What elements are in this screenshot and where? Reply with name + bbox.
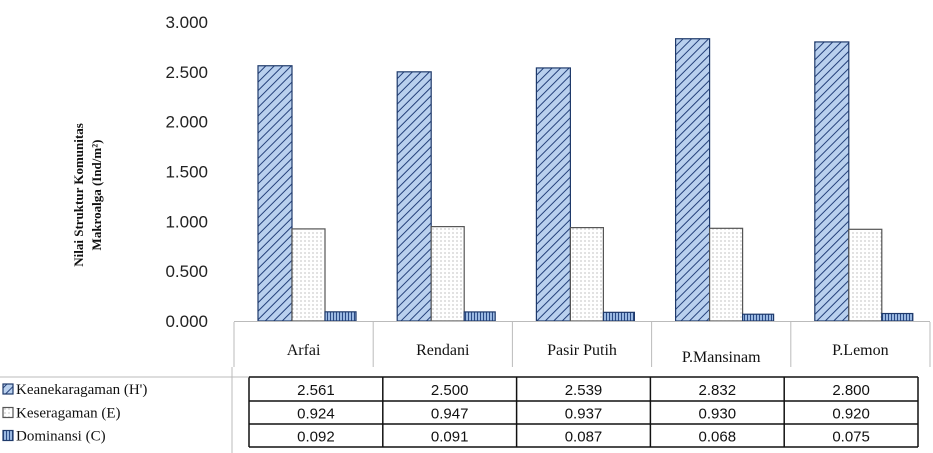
bar-keseragaman [708,227,744,322]
bar-keseragaman [848,228,883,322]
table-cell-value: 0.068 [699,429,737,446]
table-cell-value: 2.561 [297,382,335,399]
bar-dominansi [881,312,914,322]
y-tick-label: 1.000 [165,212,208,231]
legend-swatch [2,383,14,395]
data-table: Keanekaragaman (H') 2.561 2.500 2.539 2.832 2… [0,367,919,453]
table-cell-value: 2.800 [832,382,870,399]
bar-keanekaragaman [814,41,850,322]
y-tick-label: 0.500 [165,262,208,281]
table-cell-value: 0.075 [832,429,870,446]
category-label: Pasir Putih [547,342,617,359]
y-tick-label: 1.500 [165,163,208,182]
bar-dominansi [324,311,357,322]
table-cell-value: 0.937 [565,406,603,423]
table-cell-value: 0.091 [431,429,469,446]
bar-dominansi [741,313,775,322]
bar-keanekaragaman [257,65,293,322]
category-axis: Arfai Rendani Pasir Putih P.Mansinam P.Lemon [233,322,931,367]
y-tick-label: 2.000 [165,113,208,132]
bar-keanekaragaman [535,67,572,322]
y-tick-label: 3.000 [165,13,208,32]
table-cell-value: 2.832 [699,382,737,399]
y-tick-label: 2.500 [165,63,208,82]
bar-dominansi [602,311,636,322]
bar-keanekaragaman [396,71,432,322]
category-label: Arfai [287,342,321,359]
legend-label: Dominansi (C) [16,429,106,445]
table-cell-value: 0.920 [832,406,870,423]
category-label: P.Mansinam [682,349,761,366]
legend-swatch [2,406,14,419]
legend-label: Keanekaragaman (H') [16,382,147,398]
bar-keseragaman [569,227,605,322]
bar-keanekaragaman [674,38,711,322]
plot-area [234,38,930,322]
table-cell-value: 0.930 [699,406,737,423]
bar-keseragaman [291,228,326,322]
bar-dominansi [463,311,496,322]
legend-label: Keseragaman (E) [16,406,121,422]
y-axis-ticks: 0.000 0.500 1.000 1.500 2.000 2.500 3.000 [165,13,208,331]
y-tick-label: 0.000 [165,312,208,331]
table-cell-value: 0.092 [297,429,335,446]
y-axis-title-line1: Nilai Struktur Komunitas [71,123,86,267]
legend-swatch [2,429,14,442]
category-label: P.Lemon [832,342,888,359]
bar-keseragaman [430,226,465,322]
y-axis-title-line2: Makroalga (Ind/m²) [89,140,104,251]
table-cell-value: 2.500 [431,382,469,399]
category-label: Rendani [416,342,470,359]
table-cell-value: 0.087 [565,429,603,446]
table-cell-value: 0.924 [297,406,335,423]
y-axis-title: Nilai Struktur Komunitas Makroalga (Ind/… [71,123,104,267]
table-cell-value: 2.539 [565,382,603,399]
table-cell-value: 0.947 [431,406,469,423]
